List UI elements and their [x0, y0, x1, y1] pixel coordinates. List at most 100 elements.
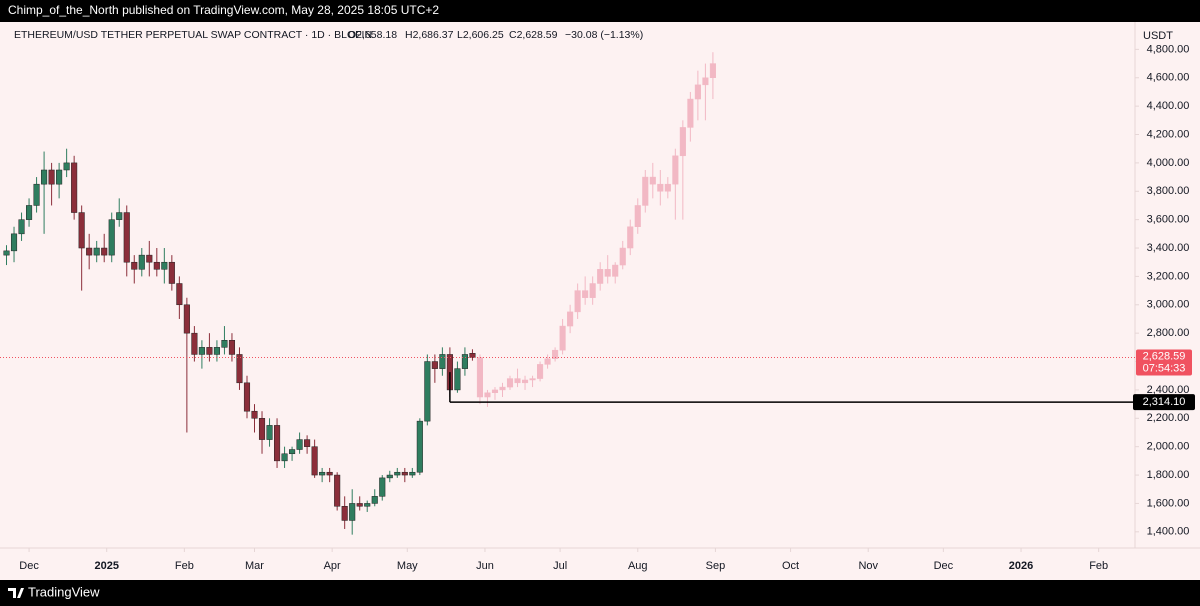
- candle-body: [694, 84, 701, 100]
- candle-body: [176, 283, 183, 306]
- candle-body: [537, 364, 544, 379]
- candle-body: [709, 63, 716, 79]
- last-price-box: [1136, 349, 1192, 376]
- candle-body: [544, 358, 551, 365]
- candle-body: [514, 378, 521, 384]
- candle-body: [78, 212, 85, 249]
- candle-body: [371, 496, 378, 504]
- x-tick-label: Nov: [858, 560, 878, 572]
- y-tick-label: 4,600.00: [1147, 72, 1190, 84]
- candle-body: [454, 368, 461, 391]
- candle-body: [273, 425, 281, 462]
- candle-body: [251, 410, 258, 419]
- y-tick-label: 2,800.00: [1147, 327, 1190, 339]
- ohlc-open: O2,658.18: [348, 29, 397, 41]
- candle-body: [213, 347, 220, 355]
- y-tick-label: 4,800.00: [1147, 43, 1190, 55]
- candle-body: [349, 503, 356, 521]
- candle-body: [161, 261, 168, 270]
- y-tick-label: 2,000.00: [1147, 441, 1190, 453]
- candle-body: [559, 325, 566, 351]
- chart-background: [0, 22, 1200, 580]
- candle-body: [356, 503, 363, 507]
- candle-body: [131, 261, 138, 270]
- top-bar: [0, 0, 1200, 22]
- x-tick-label: Dec: [19, 560, 39, 572]
- candle-body: [18, 219, 25, 235]
- x-tick-label: 2026: [1009, 560, 1033, 572]
- candle-body: [386, 474, 393, 479]
- ohlc-close: C2,628.59: [509, 29, 558, 41]
- candle-body: [552, 349, 559, 359]
- candle-body: [258, 418, 266, 440]
- y-tick-label: 4,200.00: [1147, 128, 1190, 140]
- candle-body: [116, 212, 123, 220]
- x-tick-label: Feb: [1089, 560, 1108, 572]
- candle-body: [236, 354, 243, 384]
- candle-body: [499, 386, 506, 391]
- candle-body: [567, 311, 574, 327]
- candle-body: [672, 155, 679, 185]
- candle-body: [71, 162, 78, 213]
- candle-body: [491, 389, 499, 394]
- y-tick-label: 2,400.00: [1147, 384, 1190, 396]
- candle-body: [589, 283, 596, 298]
- candle-body: [289, 449, 296, 455]
- candle-body: [476, 357, 484, 398]
- candle-body: [619, 247, 626, 266]
- candle-body: [582, 290, 589, 298]
- candle-body: [296, 439, 303, 450]
- y-tick-label: 1,400.00: [1147, 526, 1190, 538]
- x-tick-label: Sep: [706, 560, 726, 572]
- candle-body: [101, 247, 108, 256]
- candle-body: [506, 378, 514, 388]
- x-tick-label: Feb: [175, 560, 194, 572]
- candle-body: [657, 183, 664, 192]
- y-tick-label: 3,800.00: [1147, 185, 1190, 197]
- change: −30.08 (−1.13%): [565, 29, 643, 41]
- candle-body: [687, 98, 694, 128]
- y-tick-label: 4,400.00: [1147, 100, 1190, 112]
- x-tick-label: Apr: [324, 560, 341, 572]
- candle-body: [664, 183, 671, 192]
- candle-body: [243, 382, 251, 412]
- candle-body: [183, 304, 190, 334]
- countdown-label: 07:54:33: [1143, 362, 1186, 374]
- candle-body: [266, 425, 273, 440]
- candle-body: [431, 361, 438, 369]
- x-tick-label: Jun: [476, 560, 494, 572]
- candle-body: [424, 361, 431, 422]
- candle-body: [168, 261, 175, 284]
- ohlc-low: L2,606.25: [457, 29, 504, 41]
- y-tick-label: 1,600.00: [1147, 497, 1190, 509]
- candle-body: [153, 261, 160, 270]
- candle-body: [93, 247, 100, 256]
- candle-body: [138, 254, 145, 270]
- candle-body: [379, 477, 386, 497]
- candle-body: [198, 347, 205, 355]
- y-tick-label: 1,800.00: [1147, 469, 1190, 481]
- candle-body: [334, 474, 341, 507]
- candle-body: [48, 169, 55, 185]
- candle-body: [326, 471, 333, 476]
- x-tick-label: Dec: [934, 560, 954, 572]
- candle-body: [3, 250, 10, 256]
- y-tick-label: 2,200.00: [1147, 412, 1190, 424]
- candle-body: [123, 212, 130, 263]
- candle-body: [461, 354, 468, 369]
- candle-body: [679, 127, 686, 157]
- candle-body: [642, 176, 649, 206]
- brand-logo: [8, 588, 24, 598]
- candle-body: [612, 264, 619, 277]
- candle-body: [529, 378, 536, 381]
- publisher-line: Chimp_of_the_North published on TradingV…: [8, 3, 439, 17]
- candle-body: [649, 176, 656, 185]
- candle-body: [63, 162, 70, 171]
- plot: [3, 52, 716, 535]
- candle-body: [627, 226, 634, 249]
- y-tick-label: 4,000.00: [1147, 157, 1190, 169]
- x-tick-label: Oct: [782, 560, 799, 572]
- candle-body: [469, 353, 476, 358]
